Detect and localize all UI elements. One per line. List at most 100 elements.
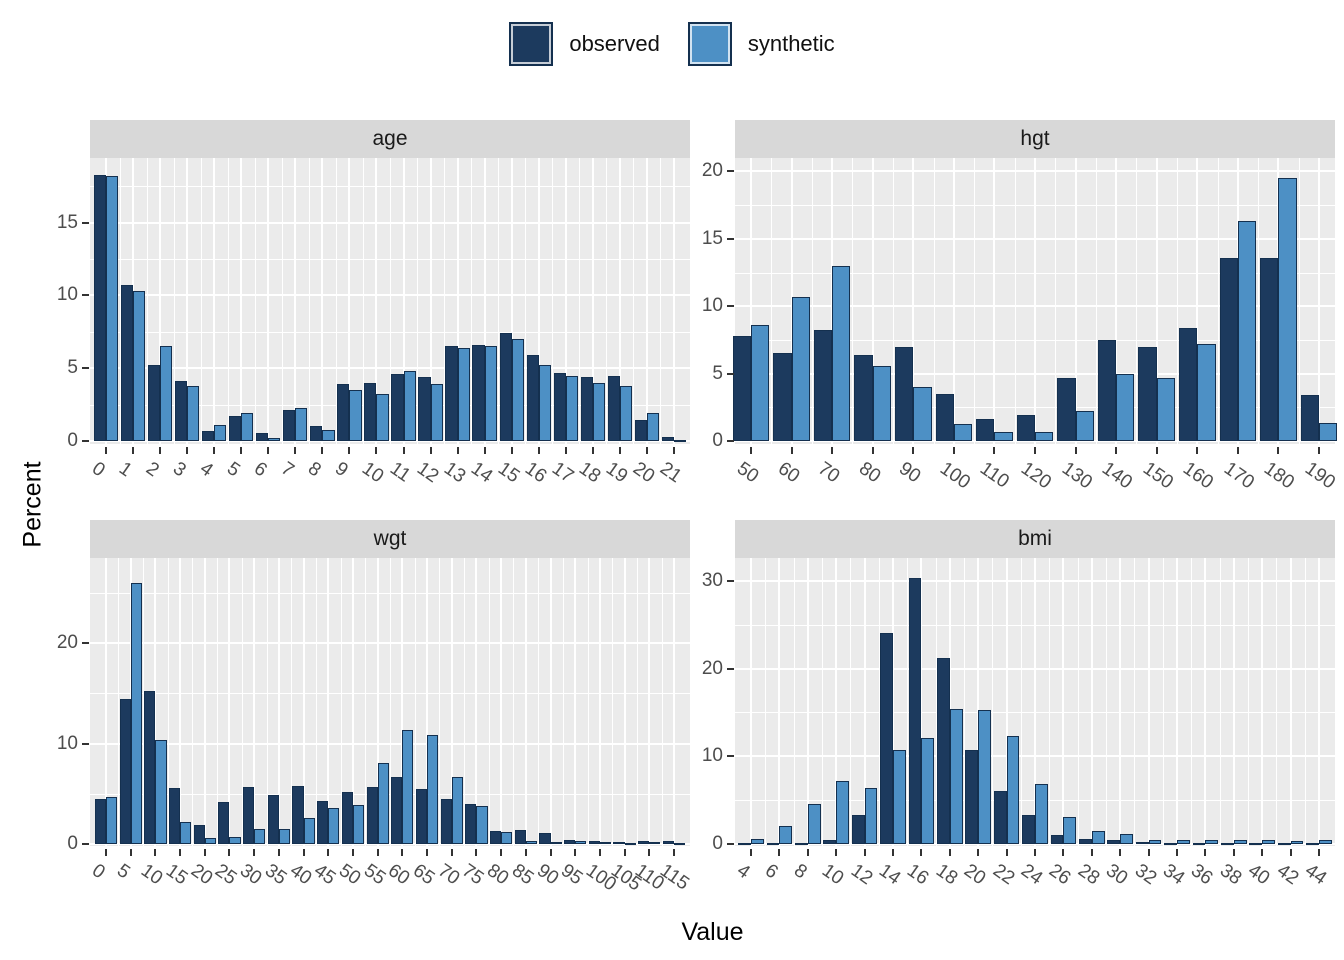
- gridline-vert-minor: [217, 558, 219, 846]
- x-tick-mark: [294, 447, 297, 454]
- x-tick-mark: [186, 447, 189, 454]
- x-tick-label: 38: [1215, 860, 1246, 890]
- x-tick-mark: [778, 849, 781, 856]
- bar-synthetic-190: [1319, 423, 1338, 441]
- gridline-vert-minor: [143, 558, 145, 846]
- y-tick-label: 10: [701, 745, 723, 767]
- bar-synthetic-3: [187, 385, 200, 441]
- gridline-vert-major: [952, 158, 955, 444]
- bar-synthetic-90: [550, 841, 562, 844]
- x-tick-label: 34: [1158, 860, 1189, 890]
- x-tick-mark: [401, 849, 404, 856]
- bar-observed-32: [1135, 842, 1149, 845]
- gridline-vert-minor: [964, 558, 965, 846]
- x-tick-mark: [790, 447, 793, 454]
- gridline-vert-minor: [439, 558, 441, 846]
- x-tick-mark: [1318, 849, 1320, 856]
- x-tick-mark: [105, 447, 107, 454]
- gridline-vert-major: [1074, 158, 1077, 444]
- x-tick-label: 12: [846, 860, 876, 890]
- gridline-vert-major: [483, 158, 486, 444]
- x-tick-mark: [429, 447, 432, 454]
- gridline-vert-major: [1034, 158, 1036, 444]
- bar-observed-160: [1179, 327, 1198, 441]
- x-axis-title: Value: [681, 918, 744, 946]
- gridline-vert-minor: [335, 158, 337, 444]
- x-tick-label: 32: [1130, 860, 1160, 890]
- x-tick-mark: [351, 849, 354, 856]
- gridline-vert-major: [179, 558, 182, 846]
- gridline-vert-minor: [525, 158, 527, 444]
- x-tick-mark: [375, 447, 378, 454]
- y-tick-mark: [82, 221, 89, 224]
- x-tick-label: 4: [732, 860, 754, 884]
- bar-synthetic-42: [1290, 840, 1304, 844]
- bar-synthetic-45: [328, 807, 340, 844]
- x-tick-mark: [1176, 849, 1178, 856]
- bar-synthetic-12: [864, 787, 878, 844]
- facet-strip-age: age: [90, 120, 690, 158]
- x-tick-label: 110: [976, 458, 1014, 493]
- gridline-vert-major: [574, 558, 577, 846]
- gridline-vert-minor: [227, 158, 229, 444]
- bar-synthetic-180: [1278, 178, 1297, 441]
- plot-area-bmi: [735, 558, 1335, 846]
- x-tick-mark: [673, 447, 675, 454]
- bar-observed-26: [1050, 835, 1064, 844]
- x-tick-mark: [203, 849, 206, 856]
- x-tick-label: 42: [1272, 860, 1302, 890]
- facet-strip-hgt: hgt: [735, 120, 1335, 158]
- gridline-vert-minor: [1217, 158, 1219, 444]
- bar-observed-16: [526, 355, 539, 441]
- x-tick-mark: [483, 447, 486, 454]
- bar-observed-0: [93, 174, 106, 441]
- bar-synthetic-24: [1035, 783, 1048, 844]
- gridline-vert-major: [402, 158, 405, 444]
- gridline-vert-minor: [1020, 558, 1022, 846]
- gridline-vert-major: [618, 158, 621, 444]
- bar-synthetic-60: [402, 729, 414, 844]
- bar-observed-14: [472, 344, 485, 441]
- bar-synthetic-18: [592, 382, 605, 441]
- bar-synthetic-95: [575, 840, 587, 844]
- x-tick-mark: [1204, 849, 1207, 856]
- x-tick-mark: [510, 447, 513, 454]
- x-tick-mark: [1236, 447, 1239, 454]
- y-tick-mark: [82, 742, 89, 745]
- gridline-vert-major: [993, 158, 996, 444]
- gridline-vert-minor: [365, 558, 367, 846]
- x-tick-label: 100: [935, 458, 974, 494]
- bar-synthetic-9: [349, 390, 362, 441]
- gridline-vert-minor: [146, 158, 148, 444]
- bar-observed-44: [1306, 843, 1319, 845]
- gridline-vert-minor: [1177, 158, 1178, 444]
- x-tick-mark: [1155, 447, 1158, 454]
- bar-synthetic-20: [978, 709, 991, 844]
- gridline-vert-major: [564, 158, 567, 444]
- gridline-vert-minor: [1298, 158, 1300, 444]
- bar-observed-25: [218, 801, 230, 844]
- gridline-vert-major: [1034, 558, 1036, 846]
- bar-synthetic-32: [1148, 840, 1162, 844]
- x-tick-label: 85: [507, 860, 538, 890]
- gridline-vert-minor: [1106, 558, 1107, 846]
- bar-observed-18: [937, 658, 950, 844]
- x-tick-mark: [450, 849, 453, 856]
- x-tick-mark: [376, 849, 379, 856]
- gridline-vert-minor: [935, 558, 937, 846]
- gridline-vert-major: [1062, 558, 1065, 846]
- bar-synthetic-16: [538, 365, 551, 441]
- bar-observed-1: [120, 285, 134, 441]
- gridline-vert-minor: [579, 158, 581, 444]
- gridline-vert-minor: [340, 558, 342, 846]
- bar-synthetic-50: [352, 804, 365, 844]
- x-tick-mark: [302, 849, 305, 856]
- x-tick-label: 35: [260, 860, 291, 890]
- gridline-vert-minor: [852, 158, 854, 444]
- x-tick-mark: [598, 849, 601, 856]
- bar-synthetic-28: [1091, 830, 1105, 844]
- x-tick-mark: [213, 447, 216, 454]
- bar-observed-5: [229, 416, 242, 441]
- gridline-vert-major: [750, 158, 752, 444]
- x-tick-label: 3: [169, 458, 190, 482]
